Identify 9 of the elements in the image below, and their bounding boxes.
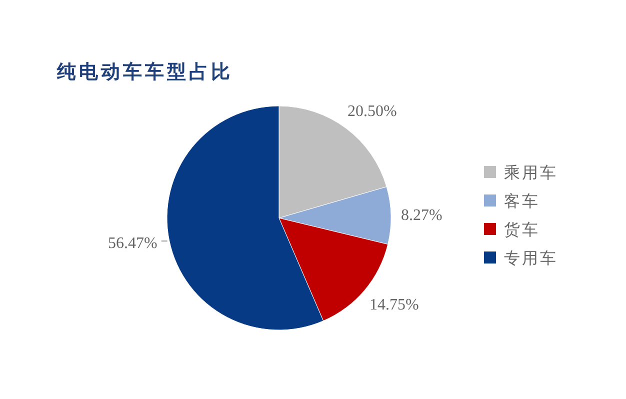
data-label: 56.47% [108, 235, 158, 252]
legend-label: 客车 [504, 192, 540, 210]
data-label: 14.75% [369, 296, 419, 314]
chart-title: 纯电动车车型占比 [56, 61, 233, 83]
data-label: 8.27% [400, 206, 442, 224]
legend-label: 专用车 [504, 250, 558, 268]
legend-label: 乘用车 [504, 164, 558, 182]
legend-label: 货车 [504, 221, 540, 239]
data-label: 20.50% [347, 102, 397, 120]
